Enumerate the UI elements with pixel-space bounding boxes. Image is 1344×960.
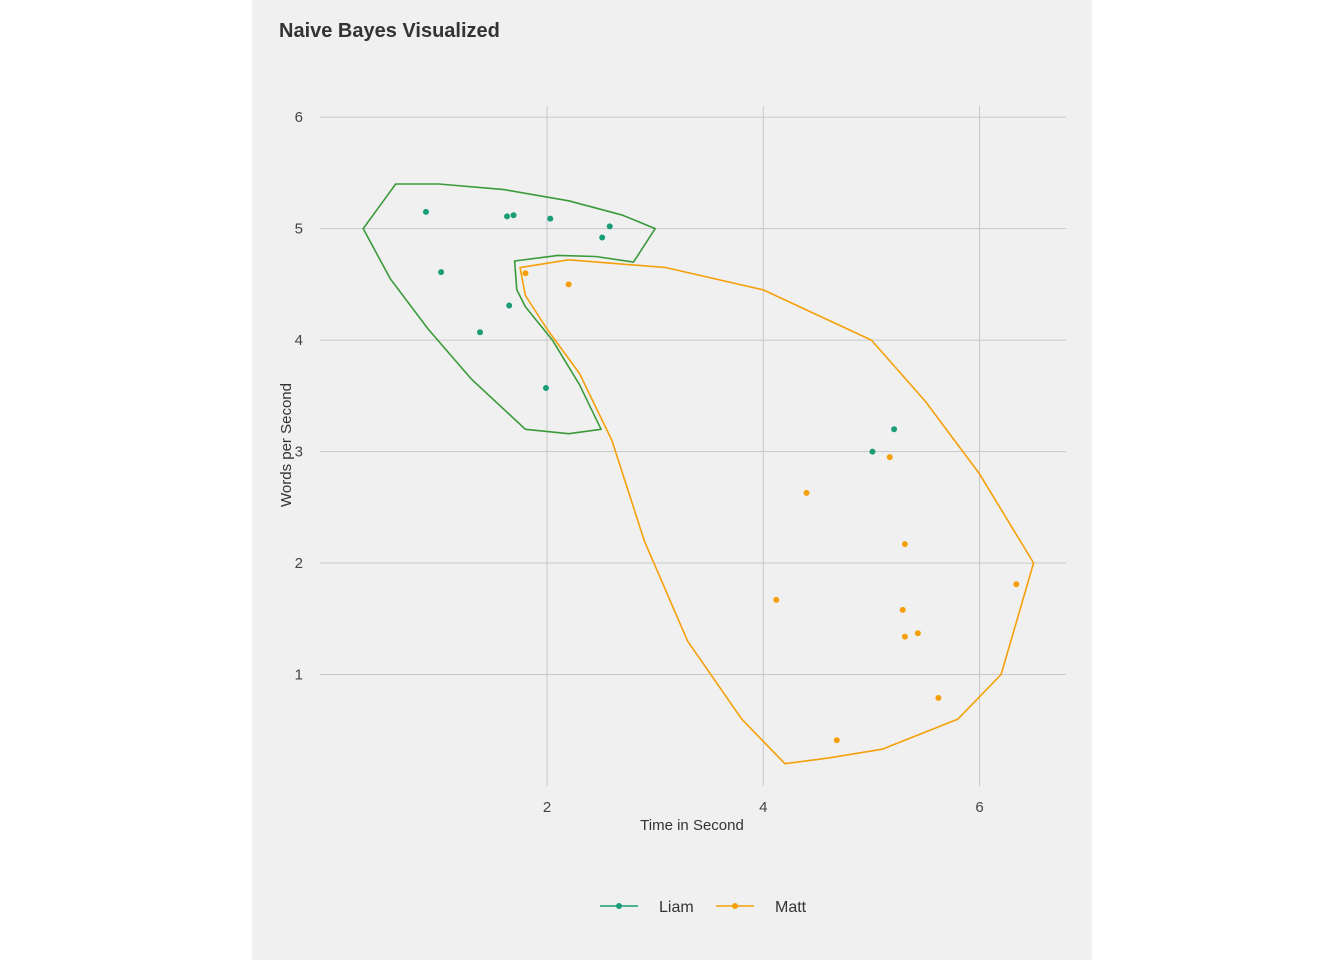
- x-tick-label: 6: [975, 799, 983, 816]
- point-liam: [506, 302, 513, 309]
- x-tick-label: 4: [759, 799, 767, 816]
- y-tick-label: 3: [295, 444, 303, 461]
- legend-label: Liam: [659, 899, 694, 916]
- legend-item-liam: Liam: [600, 899, 694, 916]
- y-tick-label: 2: [295, 555, 303, 572]
- point-matt: [773, 596, 780, 603]
- point-liam: [606, 223, 613, 230]
- point-matt: [886, 454, 893, 461]
- point-liam: [542, 385, 549, 392]
- point-matt: [1013, 581, 1020, 588]
- legend-key-point: [732, 903, 738, 909]
- decision-regions: [362, 183, 1035, 765]
- data-points: [422, 208, 1020, 744]
- y-axis-title: Words per Second: [278, 383, 295, 507]
- y-tick-label: 4: [295, 332, 303, 349]
- point-liam: [599, 234, 606, 241]
- x-axis-title: Time in Second: [640, 817, 744, 834]
- point-matt: [899, 606, 906, 613]
- point-liam: [504, 213, 511, 220]
- y-tick-label: 6: [295, 109, 303, 126]
- region-matt: [519, 259, 1035, 765]
- grid: [320, 106, 1066, 786]
- point-liam: [477, 329, 484, 336]
- tick-labels: 2 4 6 1 2 3 4 5 6: [295, 109, 984, 816]
- x-tick-label: 2: [543, 799, 551, 816]
- point-matt: [914, 630, 921, 637]
- legend-label: Matt: [775, 899, 807, 916]
- plot-panel: [252, 0, 1092, 960]
- point-matt: [522, 270, 529, 277]
- chart-title: Naive Bayes Visualized: [279, 20, 500, 42]
- point-matt: [833, 737, 840, 744]
- point-liam: [510, 212, 517, 219]
- point-liam: [422, 208, 429, 215]
- point-matt: [803, 489, 810, 496]
- point-liam: [547, 215, 554, 222]
- point-matt: [935, 694, 942, 701]
- region-liam: [362, 183, 656, 435]
- y-tick-label: 5: [295, 221, 303, 238]
- point-matt: [901, 633, 908, 640]
- point-matt: [565, 281, 572, 288]
- y-tick-label: 1: [295, 667, 303, 684]
- legend-key-point: [616, 903, 622, 909]
- point-liam: [869, 448, 876, 455]
- legend-item-matt: Matt: [716, 899, 807, 916]
- point-liam: [891, 426, 898, 433]
- point-liam: [438, 269, 445, 276]
- point-matt: [901, 541, 908, 548]
- legend: Liam Matt: [600, 899, 807, 916]
